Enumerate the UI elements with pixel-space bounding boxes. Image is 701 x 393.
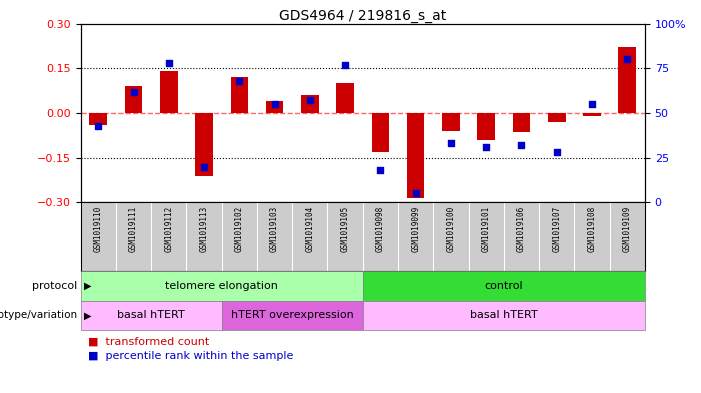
- Point: [304, 97, 315, 104]
- Point: [233, 78, 245, 84]
- Text: GSM1019100: GSM1019100: [447, 206, 456, 252]
- Text: GSM1019108: GSM1019108: [587, 206, 597, 252]
- Text: GSM1019103: GSM1019103: [270, 206, 279, 252]
- Text: ▶: ▶: [84, 310, 92, 320]
- Point: [163, 60, 175, 66]
- Text: GSM1019105: GSM1019105: [341, 206, 350, 252]
- Text: GSM1019101: GSM1019101: [482, 206, 491, 252]
- Bar: [442, 113, 460, 131]
- Text: genotype/variation: genotype/variation: [0, 310, 77, 320]
- Point: [587, 101, 598, 107]
- Text: protocol: protocol: [32, 281, 77, 291]
- Text: GSM1019111: GSM1019111: [129, 206, 138, 252]
- Bar: [583, 113, 601, 116]
- Text: GSM1019106: GSM1019106: [517, 206, 526, 252]
- Bar: [81, 271, 363, 301]
- Point: [269, 101, 280, 107]
- Bar: [301, 95, 319, 113]
- Point: [128, 88, 139, 95]
- Bar: [196, 113, 213, 176]
- Bar: [477, 113, 495, 140]
- Bar: [81, 301, 222, 330]
- Text: ■  percentile rank within the sample: ■ percentile rank within the sample: [88, 351, 293, 362]
- Text: GSM1019112: GSM1019112: [164, 206, 173, 252]
- Bar: [618, 48, 636, 113]
- Bar: [266, 101, 283, 113]
- Text: GSM1019113: GSM1019113: [200, 206, 209, 252]
- Text: GSM1019098: GSM1019098: [376, 206, 385, 252]
- Point: [375, 167, 386, 173]
- Text: control: control: [484, 281, 523, 291]
- Bar: [125, 86, 142, 113]
- Bar: [160, 71, 177, 113]
- Bar: [512, 113, 530, 132]
- Point: [516, 142, 527, 148]
- Text: GSM1019099: GSM1019099: [411, 206, 420, 252]
- Point: [93, 122, 104, 129]
- Point: [339, 62, 350, 68]
- Text: basal hTERT: basal hTERT: [470, 310, 538, 320]
- Bar: [363, 271, 645, 301]
- Bar: [363, 301, 645, 330]
- Point: [622, 56, 633, 62]
- Bar: [548, 113, 566, 122]
- Point: [481, 144, 492, 150]
- Text: GSM1019109: GSM1019109: [622, 206, 632, 252]
- Text: GSM1019107: GSM1019107: [552, 206, 562, 252]
- Bar: [222, 301, 363, 330]
- Bar: [231, 77, 248, 113]
- Text: ■  transformed count: ■ transformed count: [88, 337, 209, 347]
- Text: GSM1019110: GSM1019110: [94, 206, 103, 252]
- Text: basal hTERT: basal hTERT: [117, 310, 185, 320]
- Text: ▶: ▶: [84, 281, 92, 291]
- Point: [445, 140, 456, 147]
- Bar: [407, 113, 425, 198]
- Point: [198, 163, 210, 170]
- Bar: [90, 113, 107, 125]
- Bar: [336, 83, 354, 113]
- Text: GSM1019104: GSM1019104: [306, 206, 314, 252]
- Text: telomere elongation: telomere elongation: [165, 281, 278, 291]
- Title: GDS4964 / 219816_s_at: GDS4964 / 219816_s_at: [279, 9, 447, 22]
- Bar: [372, 113, 389, 152]
- Text: hTERT overexpression: hTERT overexpression: [231, 310, 353, 320]
- Point: [551, 149, 562, 156]
- Point: [410, 190, 421, 196]
- Text: GSM1019102: GSM1019102: [235, 206, 244, 252]
